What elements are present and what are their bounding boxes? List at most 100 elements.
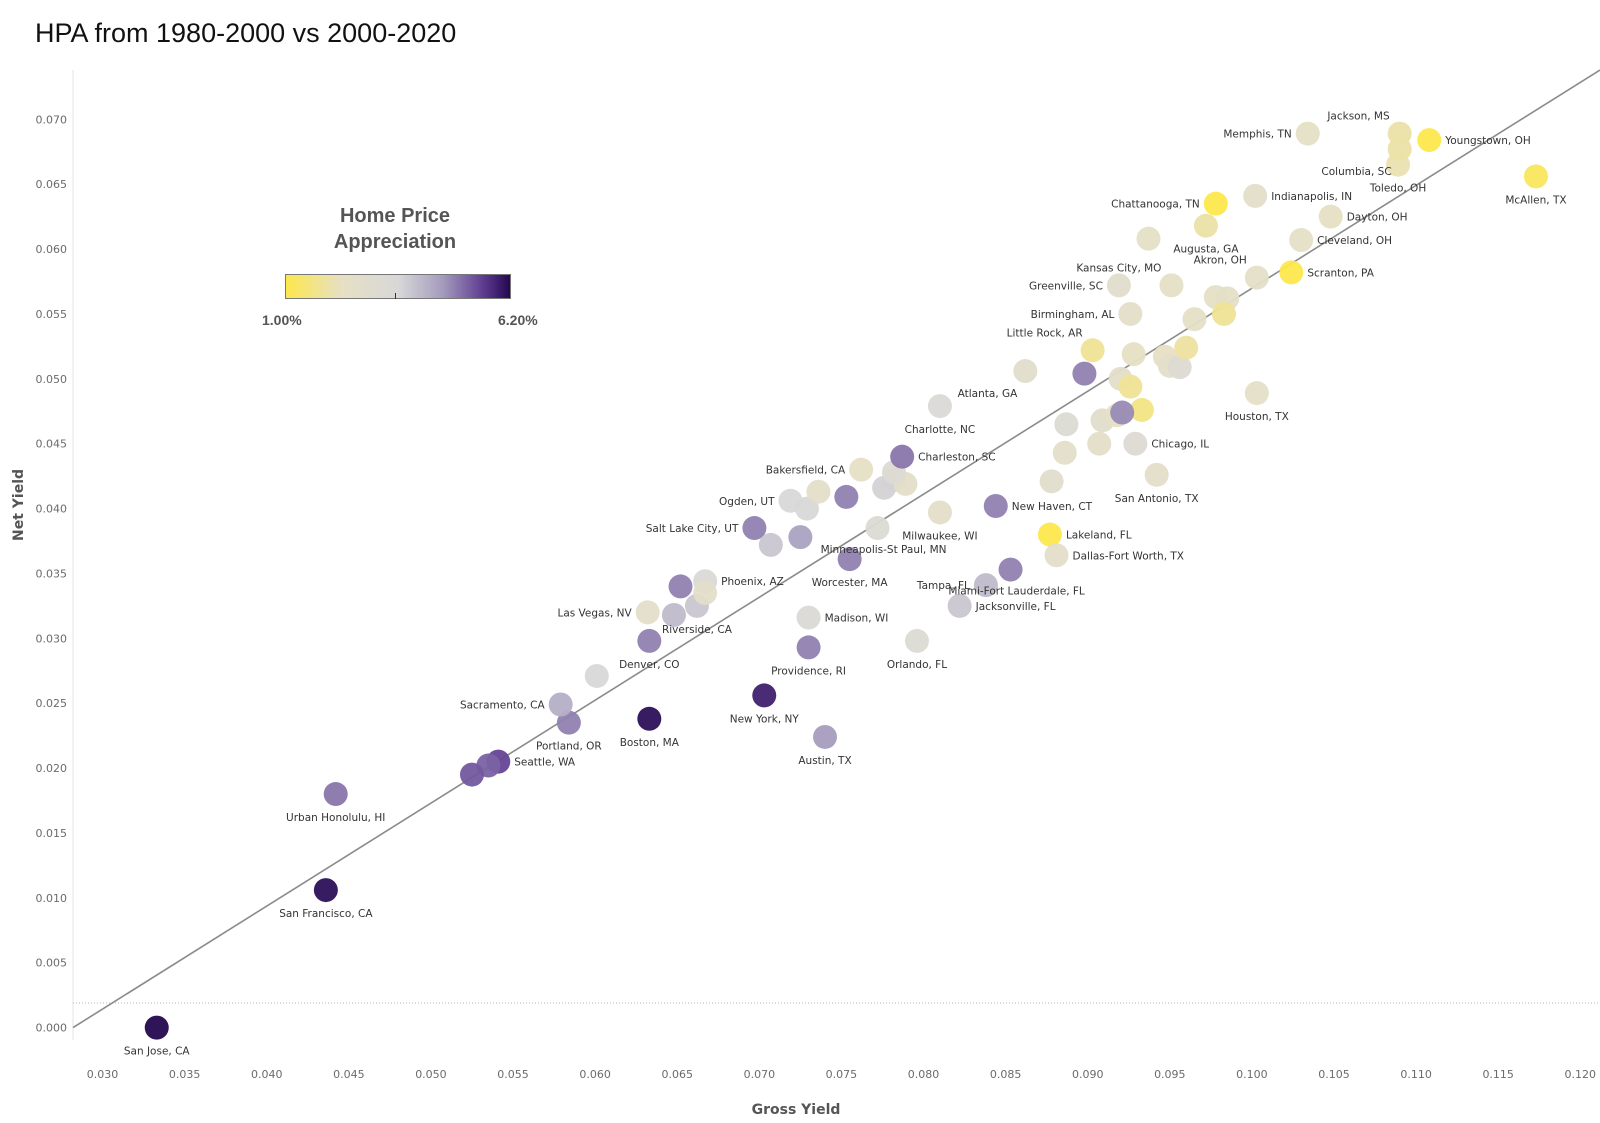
point-label: Miami-Fort Lauderdale, FL <box>948 586 1085 598</box>
data-point[interactable] <box>1037 522 1062 547</box>
data-point[interactable] <box>1144 462 1169 487</box>
data-point[interactable] <box>865 516 890 541</box>
data-point[interactable] <box>904 628 929 653</box>
data-point[interactable] <box>548 692 573 717</box>
data-point[interactable] <box>1072 361 1097 386</box>
data-point[interactable] <box>668 574 693 599</box>
point-label: Toledo, OH <box>1369 183 1426 195</box>
data-point[interactable] <box>1118 301 1143 326</box>
data-point[interactable] <box>693 580 718 605</box>
point-label: Minneapolis-St Paul, MN <box>821 544 947 556</box>
data-point[interactable] <box>459 762 484 787</box>
data-point[interactable] <box>1279 260 1304 285</box>
data-point[interactable] <box>1244 381 1269 406</box>
data-point[interactable] <box>144 1015 169 1040</box>
data-point[interactable] <box>1289 227 1314 252</box>
data-point[interactable] <box>1052 440 1077 465</box>
y-tick-label: 0.025 <box>36 697 68 710</box>
data-point[interactable] <box>1136 226 1161 251</box>
trend-line <box>72 69 1600 1029</box>
x-tick-label: 0.060 <box>579 1068 611 1081</box>
data-point[interactable] <box>927 500 952 525</box>
data-point[interactable] <box>849 457 874 482</box>
point-label: Youngstown, OH <box>1444 135 1531 147</box>
data-point[interactable] <box>1087 431 1112 456</box>
data-point[interactable] <box>1013 359 1038 384</box>
y-tick-label: 0.010 <box>36 892 68 905</box>
data-point[interactable] <box>637 706 662 731</box>
data-point[interactable] <box>637 628 662 653</box>
data-point[interactable] <box>1203 191 1228 216</box>
data-point[interactable] <box>1159 273 1184 298</box>
point-label: Milwaukee, WI <box>902 530 977 542</box>
data-point[interactable] <box>973 573 998 598</box>
data-point[interactable] <box>794 496 819 521</box>
y-tick-label: 0.060 <box>36 243 68 256</box>
point-label: Urban Honolulu, HI <box>286 812 385 824</box>
data-point[interactable] <box>998 557 1023 582</box>
data-point[interactable] <box>635 600 660 625</box>
data-point[interactable] <box>1182 307 1207 332</box>
data-point[interactable] <box>1174 335 1199 360</box>
data-point[interactable] <box>890 444 915 469</box>
data-point[interactable] <box>1193 213 1218 238</box>
data-point[interactable] <box>947 593 972 618</box>
x-tick-label: 0.120 <box>1565 1068 1597 1081</box>
x-tick-label: 0.095 <box>1154 1068 1186 1081</box>
data-point[interactable] <box>1243 183 1268 208</box>
data-point[interactable] <box>752 683 777 708</box>
data-point[interactable] <box>584 663 609 688</box>
data-point[interactable] <box>1417 128 1442 153</box>
x-tick-label: 0.075 <box>826 1068 858 1081</box>
data-point[interactable] <box>1044 543 1069 568</box>
data-point[interactable] <box>983 493 1008 518</box>
data-point[interactable] <box>1167 355 1192 380</box>
point-label: Ogden, UT <box>719 496 775 508</box>
data-point[interactable] <box>1054 412 1079 437</box>
data-point[interactable] <box>742 516 767 541</box>
data-point[interactable] <box>1039 469 1064 494</box>
data-point[interactable] <box>788 525 813 550</box>
data-point[interactable] <box>1080 338 1105 363</box>
data-point[interactable] <box>1295 121 1320 146</box>
data-point[interactable] <box>837 547 862 572</box>
color-scale-midpoint-tick <box>395 293 396 299</box>
data-point[interactable] <box>1244 265 1269 290</box>
data-point[interactable] <box>1318 204 1343 229</box>
point-label: Columbia, SC <box>1321 166 1391 178</box>
point-label: Jacksonville, FL <box>975 601 1056 613</box>
point-label: New Haven, CT <box>1012 501 1093 513</box>
data-point[interactable] <box>806 479 831 504</box>
data-point[interactable] <box>556 710 581 735</box>
data-point[interactable] <box>1129 397 1154 422</box>
data-point[interactable] <box>323 782 348 807</box>
point-label: Portland, OR <box>536 741 602 753</box>
point-label: Atlanta, GA <box>958 388 1018 400</box>
data-point[interactable] <box>796 635 821 660</box>
point-label: San Antonio, TX <box>1115 493 1199 505</box>
data-point[interactable] <box>1106 273 1131 298</box>
data-point[interactable] <box>1211 301 1236 326</box>
point-label: Augusta, GA <box>1173 244 1239 256</box>
data-point[interactable] <box>1110 400 1135 425</box>
y-tick-label: 0.045 <box>36 438 68 451</box>
data-point[interactable] <box>927 394 952 419</box>
data-point[interactable] <box>661 602 686 627</box>
x-tick-label: 0.045 <box>333 1068 365 1081</box>
point-label: Charleston, SC <box>918 452 995 464</box>
data-point[interactable] <box>1523 164 1548 189</box>
data-point[interactable] <box>796 605 821 630</box>
point-label: Houston, TX <box>1225 411 1289 423</box>
data-point[interactable] <box>1387 121 1412 146</box>
data-point[interactable] <box>1123 431 1148 456</box>
data-point[interactable] <box>1121 342 1146 367</box>
point-label: Birmingham, AL <box>1031 309 1115 321</box>
data-point[interactable] <box>1118 374 1143 399</box>
y-tick-label: 0.040 <box>36 503 68 516</box>
data-point[interactable] <box>758 532 783 557</box>
x-tick-label: 0.090 <box>1072 1068 1104 1081</box>
x-axis-title: Gross Yield <box>752 1102 841 1118</box>
data-point[interactable] <box>313 878 338 903</box>
data-point[interactable] <box>834 484 859 509</box>
data-point[interactable] <box>813 724 838 749</box>
